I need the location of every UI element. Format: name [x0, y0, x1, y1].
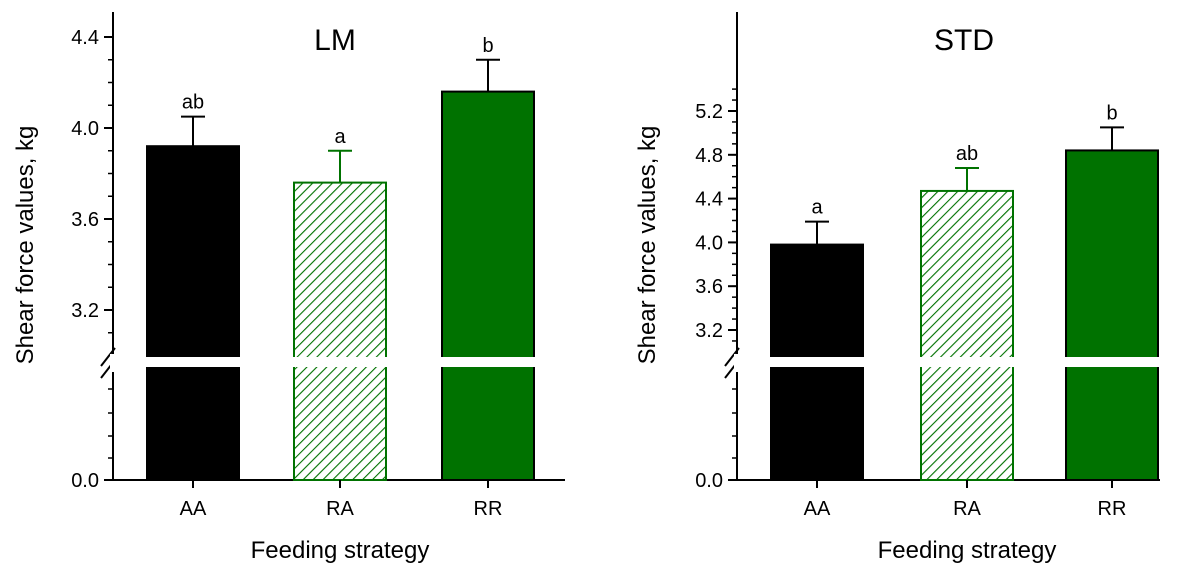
y-axis-title: Shear force values, kg — [12, 126, 39, 365]
x-tick-label: AA — [180, 498, 207, 520]
y-tick-label: 0.0 — [71, 470, 99, 492]
y-tick-label: 4.0 — [695, 232, 723, 254]
axis-break-mark — [100, 347, 116, 367]
bar-ra — [293, 181, 387, 481]
axis-break-gap — [918, 357, 1016, 367]
bar-aa — [146, 145, 240, 481]
axis-break-gap — [768, 357, 866, 367]
chart-panel-lm: LM Shear force values, kg Feeding strate… — [12, 12, 565, 564]
axis-break-gap — [144, 357, 242, 367]
significance-label: a — [334, 126, 346, 148]
chart-title: LM — [314, 24, 356, 57]
x-tick-label: RR — [474, 498, 503, 520]
y-tick-label: 3.6 — [71, 209, 99, 231]
axis-break-gap — [110, 354, 116, 372]
y-tick-label: 4.0 — [71, 118, 99, 140]
x-tick-label: RA — [953, 498, 981, 520]
y-axis-title: Shear force values, kg — [634, 126, 661, 365]
y-tick-label: 3.2 — [71, 300, 99, 322]
y-tick-label: 5.2 — [695, 101, 723, 123]
axis-break-gap — [1063, 357, 1161, 367]
axis-break-gap — [439, 357, 537, 367]
y-tick-label: 0.0 — [695, 470, 723, 492]
significance-label: ab — [956, 143, 978, 165]
significance-label: b — [1106, 102, 1117, 124]
x-axis-title: Feeding strategy — [878, 537, 1057, 564]
significance-label: b — [482, 35, 493, 57]
bar-rr — [1065, 149, 1159, 481]
axis-break-mark — [724, 347, 740, 367]
axis-break-gap — [291, 357, 389, 367]
chart-title: STD — [934, 24, 994, 57]
y-tick-label: 4.4 — [71, 27, 99, 49]
x-tick-label: AA — [804, 498, 831, 520]
bar-rr — [441, 90, 535, 481]
y-tick-label: 4.8 — [695, 145, 723, 167]
axis-break-gap — [734, 354, 740, 372]
chart-panel-std: STD Shear force values, kg Feeding strat… — [634, 12, 1161, 564]
x-tick-label: RR — [1098, 498, 1127, 520]
bar-ra — [920, 189, 1014, 481]
significance-label: ab — [182, 92, 204, 114]
x-axis-title: Feeding strategy — [251, 537, 430, 564]
x-tick-label: RA — [326, 498, 354, 520]
significance-label: a — [811, 197, 823, 219]
y-tick-label: 3.6 — [695, 276, 723, 298]
y-tick-label: 4.4 — [695, 189, 723, 211]
y-tick-label: 3.2 — [695, 320, 723, 342]
